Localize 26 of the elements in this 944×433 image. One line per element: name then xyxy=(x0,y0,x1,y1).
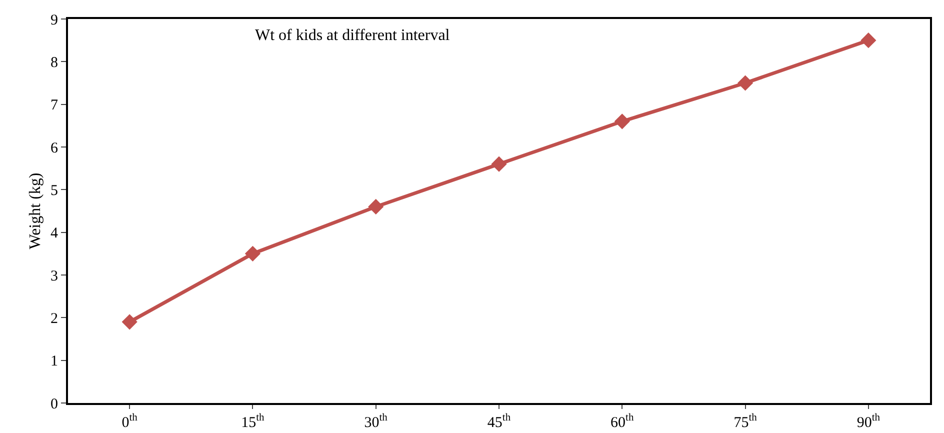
y-tick-label: 8 xyxy=(50,54,58,71)
x-tick-label: 30$^{th}$ xyxy=(364,412,388,431)
point xyxy=(860,32,876,48)
point xyxy=(244,246,261,262)
y-tick-label: 1 xyxy=(50,354,58,370)
text: Wt of kids at different interval xyxy=(255,27,450,44)
y-tick-label: 3 xyxy=(50,268,58,284)
x-tick-label: 60$^{th}$ xyxy=(610,412,634,431)
x-tick-label: 90$^{th}$ xyxy=(856,412,881,431)
y-tick-label: 5 xyxy=(50,182,58,199)
x-tick-label: 45$^{th}$ xyxy=(487,412,512,431)
point xyxy=(122,314,138,330)
y-tick-label: 7 xyxy=(50,98,58,114)
point xyxy=(737,75,754,91)
point xyxy=(368,198,384,215)
y-tick-label: 9 xyxy=(50,12,58,28)
x-tick-label: 75$^{th}$ xyxy=(734,412,758,431)
x-tick-label: 0$^{th}$ xyxy=(122,412,138,431)
y-axis-title: Weight (kg) xyxy=(26,172,44,250)
point xyxy=(491,156,507,172)
x-tick-label: 15$^{th}$ xyxy=(241,412,266,431)
y-tick-label: 0 xyxy=(50,396,58,412)
point xyxy=(614,114,630,130)
y-tick-label: 2 xyxy=(50,310,58,327)
y-tick-label: 4 xyxy=(50,226,58,242)
y-tick-label: 6 xyxy=(50,140,58,156)
